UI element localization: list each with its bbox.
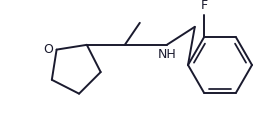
Text: O: O <box>44 43 54 56</box>
Text: NH: NH <box>157 48 176 61</box>
Text: F: F <box>200 0 208 12</box>
